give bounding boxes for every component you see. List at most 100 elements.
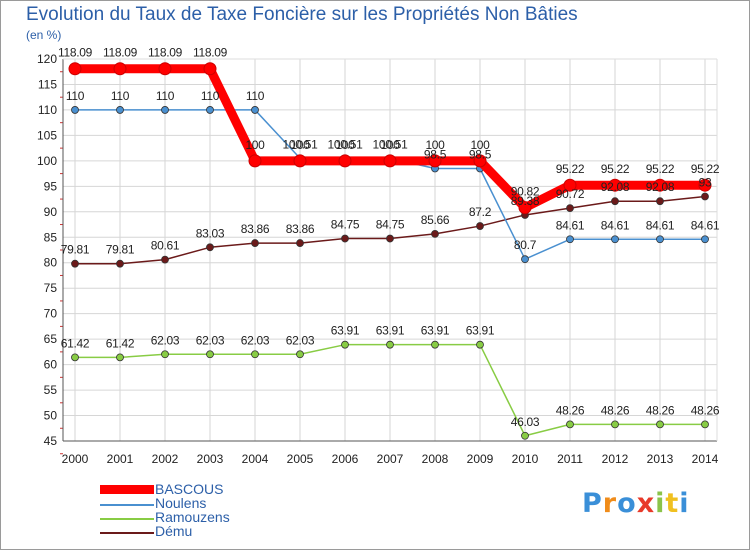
logo-letter: r — [602, 488, 618, 519]
x-tick-label: 2014 — [692, 452, 719, 466]
x-tick-label: 2005 — [287, 452, 314, 466]
point-ramouzens — [341, 340, 349, 349]
point-demu — [386, 234, 394, 243]
data-label-demu: 83.86 — [286, 222, 315, 236]
y-tick-label: 90 — [44, 205, 58, 219]
point-demu — [431, 230, 439, 238]
point-noulens — [116, 106, 124, 114]
data-label-ramouzens: 62.03 — [286, 333, 315, 347]
data-label-ramouzens: 63.91 — [466, 324, 495, 338]
data-label-ramouzens: 48.26 — [601, 403, 630, 417]
x-tick-label: 2004 — [242, 452, 269, 466]
data-label-noulens: 84.61 — [691, 218, 720, 232]
point-noulens — [251, 106, 259, 114]
data-label-ramouzens: 62.03 — [196, 333, 225, 347]
y-tick-label: 115 — [38, 77, 57, 91]
legend-swatch-noulens — [100, 504, 154, 506]
point-demu — [161, 255, 169, 264]
logo-letter: o — [617, 488, 637, 519]
data-label-ramouzens: 61.42 — [106, 336, 135, 350]
x-tick-label: 2013 — [647, 452, 674, 466]
data-label-demu: 90.72 — [556, 187, 585, 201]
y-tick-label: 55 — [44, 383, 58, 397]
logo-letter: i — [679, 488, 690, 519]
y-tick-label: 75 — [44, 281, 58, 295]
point-bascous — [68, 62, 82, 76]
data-label-noulens: 98.5 — [469, 148, 492, 162]
point-bascous — [338, 154, 352, 168]
y-axis-unit: (en %) — [26, 28, 62, 42]
y-tick-label: 45 — [44, 434, 58, 448]
y-tick-label: 100 — [37, 154, 57, 168]
data-label-bascous: 118.09 — [148, 46, 183, 60]
point-bascous — [293, 154, 307, 168]
data-label-bascous: 100 — [335, 138, 355, 152]
y-tick-label: 85 — [44, 230, 58, 244]
point-bascous — [383, 154, 397, 168]
data-label-demu: 87.2 — [469, 205, 492, 219]
data-label-bascous: 90.82 — [511, 185, 540, 199]
y-tick-label: 65 — [44, 332, 58, 346]
x-tick-label: 2008 — [422, 452, 449, 466]
point-ramouzens — [206, 350, 214, 359]
point-bascous — [473, 154, 487, 168]
data-label-bascous: 100 — [470, 138, 490, 152]
point-ramouzens — [476, 340, 484, 349]
point-bascous — [518, 201, 532, 215]
data-label-bascous: 100 — [290, 138, 310, 152]
logo-letter: x — [636, 488, 656, 519]
legend-label-ramouzens: Ramouzens — [155, 509, 230, 525]
point-demu — [206, 243, 214, 252]
x-tick-label: 2007 — [377, 452, 404, 466]
point-demu — [566, 204, 574, 213]
data-label-demu: 79.81 — [61, 243, 90, 257]
data-label-noulens: 98.5 — [424, 148, 447, 162]
data-label-demu: 80.61 — [151, 239, 180, 253]
point-demu — [701, 192, 709, 201]
point-noulens — [161, 106, 169, 114]
point-ramouzens — [701, 420, 709, 429]
data-label-demu: 92.08 — [646, 180, 675, 194]
data-label-ramouzens: 46.03 — [511, 415, 540, 429]
data-label-ramouzens: 62.03 — [241, 333, 270, 347]
data-label-noulens: 84.61 — [646, 218, 675, 232]
point-ramouzens — [71, 353, 79, 362]
data-label-bascous: 95.22 — [601, 162, 630, 176]
data-label-noulens: 80.7 — [514, 238, 537, 252]
data-label-noulens: 84.61 — [601, 218, 630, 232]
point-bascous — [653, 178, 667, 192]
point-ramouzens — [386, 340, 394, 349]
point-demu — [296, 239, 304, 247]
data-label-demu: 84.75 — [376, 218, 405, 232]
point-ramouzens — [161, 350, 169, 359]
x-tick-label: 2011 — [557, 452, 583, 466]
data-label-ramouzens: 61.42 — [61, 336, 90, 350]
point-ramouzens — [656, 420, 664, 429]
y-tick-label: 60 — [44, 358, 58, 372]
data-label-bascous: 95.22 — [646, 162, 675, 176]
x-tick-label: 2001 — [107, 452, 134, 466]
point-ramouzens — [251, 350, 259, 359]
x-tick-label: 2012 — [602, 452, 629, 466]
point-bascous — [203, 62, 217, 76]
data-label-demu: 93 — [699, 176, 712, 190]
x-tick-label: 2009 — [467, 452, 494, 466]
proxiti-logo: Proxiti — [582, 488, 690, 519]
data-label-bascous: 118.09 — [193, 46, 228, 60]
data-label-ramouzens: 63.91 — [331, 324, 360, 338]
data-label-noulens: 110 — [246, 89, 265, 103]
legend-swatch-demu — [100, 532, 154, 534]
point-noulens — [566, 235, 574, 244]
data-label-noulens: 100.51 — [373, 137, 409, 151]
data-label-bascous: 100 — [380, 138, 400, 152]
y-tick-label: 110 — [38, 103, 57, 117]
logo-letter: t — [665, 488, 680, 519]
data-label-demu: 89.38 — [511, 194, 540, 208]
legend-label-demu: Dému — [155, 523, 193, 539]
x-tick-label: 2006 — [332, 452, 359, 466]
point-ramouzens — [611, 420, 619, 429]
x-tick-label: 2010 — [512, 452, 539, 466]
point-noulens — [521, 255, 529, 264]
point-bascous — [158, 62, 172, 76]
